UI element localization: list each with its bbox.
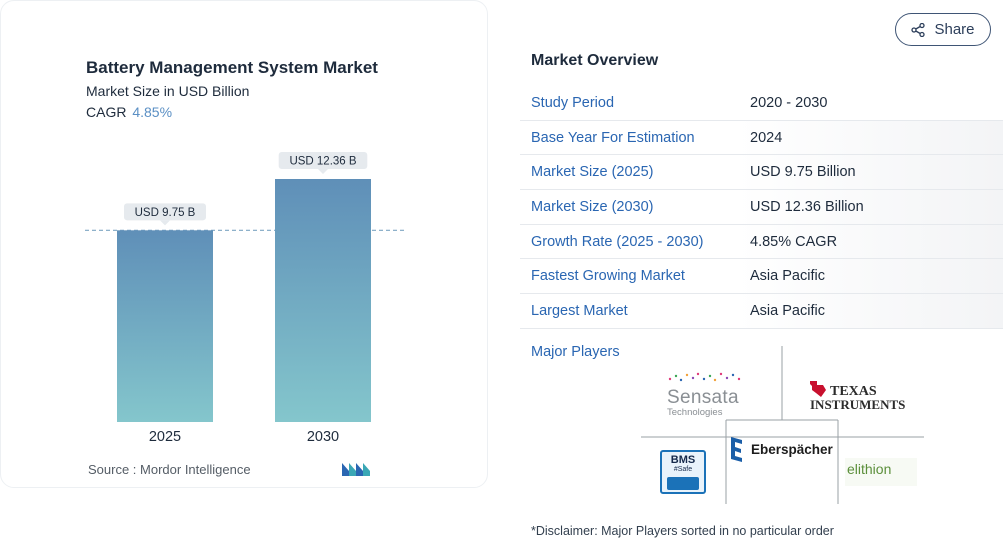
data-label-pointer [318,169,328,174]
chart-subtitle: Market Size in USD Billion [86,83,250,99]
cagr-label: CAGR [86,104,127,120]
chart-card: Battery Management System Market Market … [0,0,488,488]
elithion-logo: elithion [845,458,917,486]
overview-value: 2024 [750,129,783,146]
overview-row: Growth Rate (2025 - 2030) 4.85% CAGR [520,224,1003,260]
bms-sub: #Safe [673,466,693,473]
sensata-name: Sensata [667,387,739,408]
x-tick-label: 2025 [149,429,181,445]
data-label-bubble [124,203,206,221]
bar-2025 [117,230,213,422]
overview-value: Asia Pacific [750,302,825,319]
overview-label[interactable]: Study Period [531,94,615,111]
elithion-name: elithion [847,461,892,477]
data-label: USD 9.75 B [135,207,196,219]
battery-icon [667,477,699,490]
eberspacher-logo: Eberspächer [727,433,839,467]
sensata-logo: Sensata Technologies [667,370,757,418]
major-players-grid: Sensata Technologies Texas Instruments B… [641,346,924,504]
overview-row: Base Year For Estimation 2024 [520,120,1003,156]
overview-row: Study Period 2020 - 2030 [520,86,1003,121]
cagr-line: CAGR 4.85% [86,104,172,120]
sensata-sub: Technologies [667,407,723,418]
overview-heading: Market Overview [531,52,659,69]
overview-value: USD 12.36 Billion [750,198,864,215]
overview-value: 4.85% CAGR [750,233,838,250]
mordor-logo-icon [342,463,370,476]
share-icon [911,22,926,37]
bms-safe-logo: BMS #Safe [660,450,706,494]
data-label: USD 12.36 B [289,156,356,168]
disclaimer-text: *Disclaimer: Major Players sorted in no … [531,524,834,538]
cagr-value: 4.85% [132,104,173,120]
eberspacher-e-icon [731,437,742,462]
overview-row: Largest Market Asia Pacific [520,294,1003,329]
overview-row: Market Size (2030) USD 12.36 Billion [520,190,1003,225]
bms-name: BMS [670,454,696,466]
overview-row: Fastest Growing Market Asia Pacific [520,259,1003,295]
overview-label[interactable]: Growth Rate (2025 - 2030) [531,233,704,250]
eberspacher-name: Eberspächer [751,442,833,457]
overview-label[interactable]: Market Size (2030) [531,198,654,215]
share-label: Share [934,21,975,38]
texas-name: Texas [830,384,877,399]
sensata-dots-icon [668,372,741,382]
overview-row: Market Size (2025) USD 9.75 Billion [520,155,1003,191]
bar-chart: USD 9.75 B 2025 USD 12.36 B 2030 [85,152,405,445]
major-players-label[interactable]: Major Players [531,344,620,360]
share-button[interactable]: Share [895,13,991,46]
overview-label[interactable]: Market Size (2025) [531,164,654,181]
data-label-pointer [160,220,170,226]
overview-value: USD 9.75 Billion [750,164,856,181]
texas-state-icon [810,381,826,397]
overview-value: 2020 - 2030 [750,94,828,111]
players-grid-lines [641,346,924,504]
instruments-name: Instruments [810,397,906,412]
chart-title: Battery Management System Market [86,58,378,77]
overview-value: Asia Pacific [750,268,825,285]
bar-2030 [275,179,371,422]
overview-label[interactable]: Base Year For Estimation [531,129,695,146]
data-label-bubble [278,152,368,169]
overview-table: Study Period 2020 - 2030 Base Year For E… [520,86,1003,329]
overview-label[interactable]: Fastest Growing Market [531,268,685,285]
source-text: Source : Mordor Intelligence [88,462,251,477]
overview-label[interactable]: Largest Market [531,302,628,319]
x-tick-label: 2030 [307,429,339,445]
